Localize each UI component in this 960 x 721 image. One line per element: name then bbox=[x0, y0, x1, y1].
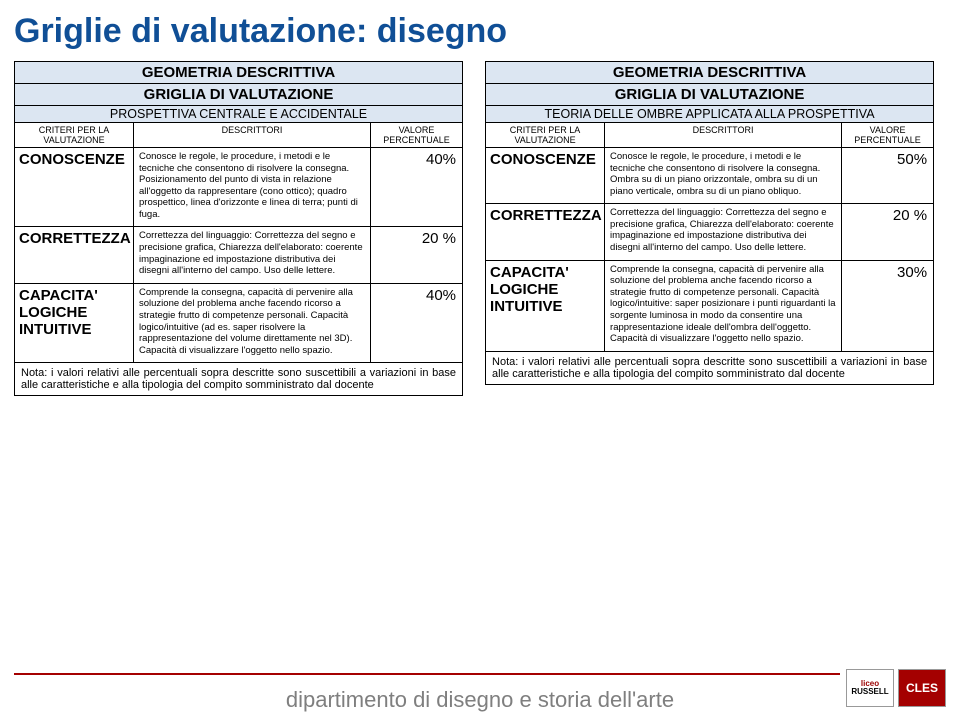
left-h1: GEOMETRIA DESCRITTIVA bbox=[15, 62, 463, 84]
logo-cles: CLES bbox=[898, 669, 946, 707]
val-cell: 40% bbox=[371, 283, 463, 362]
footer-text: dipartimento di disegno e storia dell'ar… bbox=[286, 687, 674, 713]
right-col2b bbox=[605, 135, 842, 148]
val-cell: 20 % bbox=[842, 204, 934, 260]
columns-wrap: GEOMETRIA DESCRITTIVA GRIGLIA DI VALUTAZ… bbox=[14, 61, 946, 396]
left-col1a: CRITERI PER LA bbox=[15, 123, 134, 136]
page-title: Griglie di valutazione: disegno bbox=[14, 12, 946, 51]
right-column: GEOMETRIA DESCRITTIVA GRIGLIA DI VALUTAZ… bbox=[485, 61, 934, 396]
val-cell: 40% bbox=[371, 148, 463, 227]
table-row: CORRETTEZZA Correttezza del linguaggio: … bbox=[486, 204, 934, 260]
right-table: GEOMETRIA DESCRITTIVA GRIGLIA DI VALUTAZ… bbox=[485, 61, 934, 385]
right-col2a: DESCRITTORI bbox=[605, 123, 842, 136]
crit-cell: CAPACITA' LOGICHE INTUITIVE bbox=[15, 283, 134, 362]
table-row: CONOSCENZE Conosce le regole, le procedu… bbox=[15, 148, 463, 227]
table-row: CONOSCENZE Conosce le regole, le procedu… bbox=[486, 148, 934, 204]
left-h2: GRIGLIA DI VALUTAZIONE bbox=[15, 84, 463, 106]
left-col1b: VALUTAZIONE bbox=[15, 135, 134, 148]
val-cell: 20 % bbox=[371, 227, 463, 283]
footer: dipartimento di disegno e storia dell'ar… bbox=[0, 665, 960, 713]
left-col2b bbox=[134, 135, 371, 148]
left-table: GEOMETRIA DESCRITTIVA GRIGLIA DI VALUTAZ… bbox=[14, 61, 463, 396]
desc-cell: Conosce le regole, le procedure, i metod… bbox=[605, 148, 842, 204]
right-col3b: PERCENTUALE bbox=[842, 135, 934, 148]
footer-rule bbox=[14, 673, 840, 675]
right-h2: GRIGLIA DI VALUTAZIONE bbox=[486, 84, 934, 106]
table-row: CAPACITA' LOGICHE INTUITIVE Comprende la… bbox=[15, 283, 463, 362]
left-column: GEOMETRIA DESCRITTIVA GRIGLIA DI VALUTAZ… bbox=[14, 61, 463, 396]
crit-cell: CORRETTEZZA bbox=[15, 227, 134, 283]
right-note: Nota: i valori relativi alle percentuali… bbox=[486, 351, 934, 384]
table-row: CAPACITA' LOGICHE INTUITIVE Comprende la… bbox=[486, 260, 934, 351]
right-col1a: CRITERI PER LA bbox=[486, 123, 605, 136]
logo-liceo-bot: RUSSELL bbox=[851, 688, 888, 696]
crit-cell: CONOSCENZE bbox=[15, 148, 134, 227]
desc-cell: Comprende la consegna, capacità di perve… bbox=[605, 260, 842, 351]
right-h1: GEOMETRIA DESCRITTIVA bbox=[486, 62, 934, 84]
logo-liceo: liceo RUSSELL bbox=[846, 669, 894, 707]
crit-cell: CONOSCENZE bbox=[486, 148, 605, 204]
crit-cell: CAPACITA' LOGICHE INTUITIVE bbox=[486, 260, 605, 351]
val-cell: 50% bbox=[842, 148, 934, 204]
page: Griglie di valutazione: disegno GEOMETRI… bbox=[0, 0, 960, 721]
left-col3b: PERCENTUALE bbox=[371, 135, 463, 148]
desc-cell: Conosce le regole, le procedure, i metod… bbox=[134, 148, 371, 227]
crit-cell: CORRETTEZZA bbox=[486, 204, 605, 260]
val-cell: 30% bbox=[842, 260, 934, 351]
logos: liceo RUSSELL CLES bbox=[846, 669, 946, 707]
right-sub: TEORIA DELLE OMBRE APPLICATA ALLA PROSPE… bbox=[486, 106, 934, 123]
desc-cell: Comprende la consegna, capacità di perve… bbox=[134, 283, 371, 362]
desc-cell: Correttezza del linguaggio: Correttezza … bbox=[134, 227, 371, 283]
left-sub: PROSPETTIVA CENTRALE E ACCIDENTALE bbox=[15, 106, 463, 123]
right-col3a: VALORE bbox=[842, 123, 934, 136]
desc-cell: Correttezza del linguaggio: Correttezza … bbox=[605, 204, 842, 260]
table-row: CORRETTEZZA Correttezza del linguaggio: … bbox=[15, 227, 463, 283]
right-col1b: VALUTAZIONE bbox=[486, 135, 605, 148]
left-note: Nota: i valori relativi alle percentuali… bbox=[15, 363, 463, 396]
left-col2a: DESCRITTORI bbox=[134, 123, 371, 136]
left-col3a: VALORE bbox=[371, 123, 463, 136]
